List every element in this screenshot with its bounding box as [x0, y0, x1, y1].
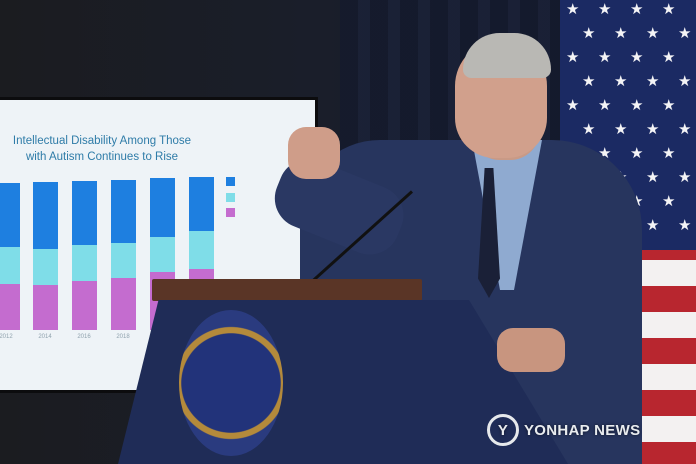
resting-hand	[497, 328, 565, 372]
star-icon: ★	[662, 193, 676, 210]
bar-segment	[0, 183, 20, 247]
bar-segment	[72, 245, 97, 281]
watermark: Y YONHAP NEWS	[487, 414, 640, 446]
star-icon: ★	[630, 49, 644, 66]
slide-bar	[33, 182, 58, 330]
tick-label: 2016	[77, 334, 91, 340]
star-icon: ★	[646, 121, 660, 138]
star-icon: ★	[678, 169, 692, 186]
bar-segment	[189, 231, 214, 269]
bar-segment	[189, 177, 214, 231]
star-icon: ★	[566, 49, 580, 66]
star-icon: ★	[630, 1, 644, 18]
podium-top	[152, 279, 422, 301]
star-icon: ★	[582, 73, 596, 90]
bar-segment	[111, 278, 136, 330]
star-icon: ★	[582, 121, 596, 138]
star-icon: ★	[566, 97, 580, 114]
bar-segment	[150, 178, 175, 237]
tick-label: 2014	[38, 334, 52, 340]
star-icon: ★	[614, 121, 628, 138]
speaker-hair	[463, 33, 551, 78]
star-icon: ★	[646, 169, 660, 186]
bar-segment	[111, 243, 136, 278]
star-icon: ★	[662, 49, 676, 66]
star-icon: ★	[678, 217, 692, 234]
star-icon: ★	[662, 97, 676, 114]
slide-title-line2: with Autism Continues to Rise	[25, 151, 179, 163]
slide-bar	[72, 181, 97, 330]
star-icon: ★	[598, 97, 612, 114]
star-icon: ★	[630, 97, 644, 114]
speaker-tie	[478, 168, 500, 298]
watermark-text: YONHAP NEWS	[524, 421, 641, 439]
star-icon: ★	[678, 73, 692, 90]
legend-swatch	[226, 193, 235, 202]
star-icon: ★	[678, 25, 692, 42]
bar-segment	[111, 180, 136, 243]
star-icon: ★	[614, 25, 628, 42]
star-icon: ★	[598, 49, 612, 66]
star-icon: ★	[662, 145, 676, 162]
star-icon: ★	[614, 73, 628, 90]
pointing-hand	[288, 127, 340, 179]
bar-segment	[0, 247, 20, 284]
tick-label: 2018	[116, 334, 130, 340]
star-icon: ★	[662, 1, 676, 18]
slide-title-line1: Intellectual Disability Among Those	[12, 135, 192, 147]
bar-segment	[33, 249, 58, 285]
hhs-seal	[179, 310, 283, 456]
star-icon: ★	[582, 25, 596, 42]
bar-segment	[150, 237, 175, 272]
legend-swatch	[226, 177, 235, 186]
tick-label: 2012	[0, 334, 13, 340]
yonhap-logo-icon: Y	[487, 414, 519, 446]
bar-segment	[72, 281, 97, 330]
slide-title: Intellectual Disability Among Those with…	[2, 133, 202, 165]
slide-bar	[111, 180, 136, 330]
star-icon: ★	[630, 145, 644, 162]
star-icon: ★	[678, 121, 692, 138]
bar-segment	[72, 181, 97, 245]
bar-segment	[33, 182, 58, 249]
star-icon: ★	[646, 25, 660, 42]
bar-segment	[0, 284, 20, 330]
star-icon: ★	[598, 1, 612, 18]
bar-segment	[33, 285, 58, 330]
star-icon: ★	[646, 217, 660, 234]
slide-bar	[0, 183, 20, 330]
star-icon: ★	[646, 73, 660, 90]
legend-swatch	[226, 208, 235, 217]
star-icon: ★	[566, 1, 580, 18]
